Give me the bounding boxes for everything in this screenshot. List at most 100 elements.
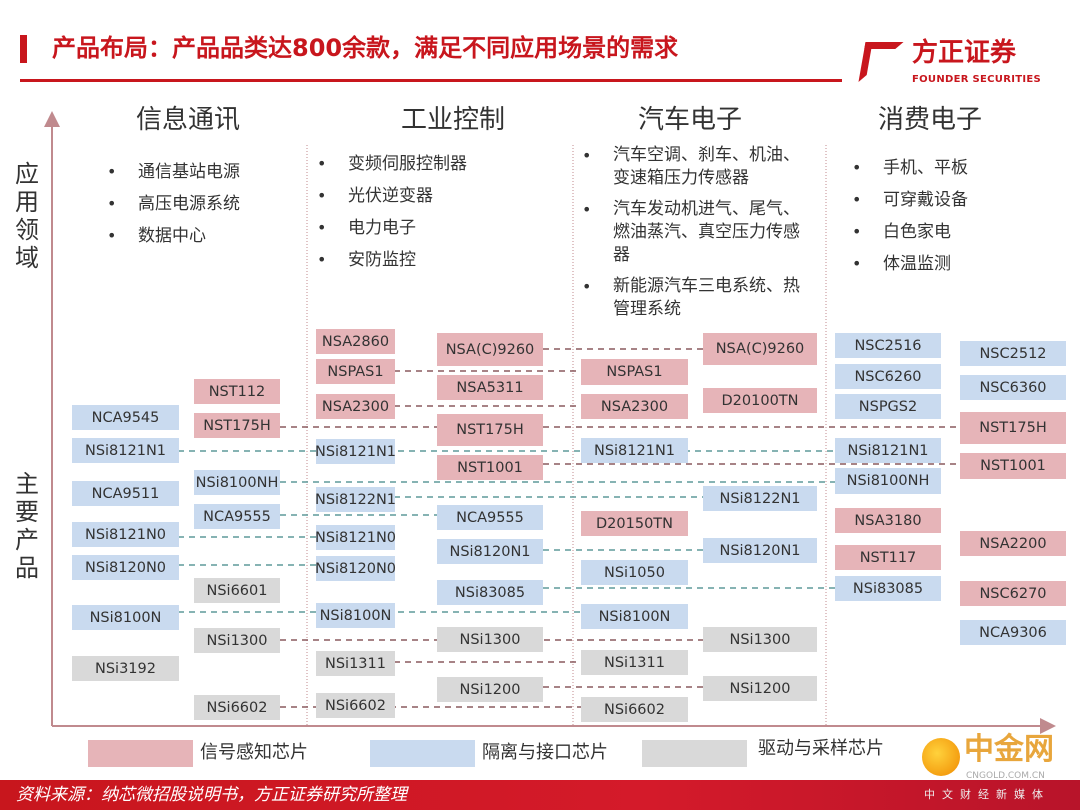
product-chip-blue: NCA9555 [437,505,543,530]
application-item: 汽车发动机进气、尾气、燃油蒸汽、真空压力传感器 [580,198,810,267]
product-chip-red: NST117 [835,545,941,570]
product-chip-blue: NSi8121N1 [315,439,396,464]
axis-label-application: 应用领域 [15,160,39,272]
application-item: 手机、平板 [850,152,1030,184]
product-chip-blue: NSi8120N1 [703,538,817,563]
legend-label-signal: 信号感知芯片 [200,742,308,763]
product-chip-red: NSA2860 [316,329,395,354]
product-chip-red: NST175H [437,414,543,446]
title-accent-bar [20,35,27,63]
product-chip-blue: NCA9555 [194,504,280,529]
product-chip-red: D20150TN [581,511,688,536]
product-chip-gray: NSi1311 [581,650,688,675]
product-chip-blue: NSi8120N1 [437,539,543,564]
product-chip-red: D20100TN [703,388,817,413]
page-title: 产品布局：产品品类达800余款，满足不同应用场景的需求 [52,34,679,62]
axis-label-products: 主要产品 [15,470,39,582]
column-header: 汽车电子 [637,105,743,135]
product-chip-blue: NSC6360 [960,375,1066,400]
product-chip-red: NSA2200 [960,531,1066,556]
product-chip-gray: NSi6602 [316,693,395,718]
product-chip-red: NST112 [194,379,280,404]
logo-en-text: FOUNDER SECURITIES [912,74,1042,85]
product-chip-red: NSA2300 [581,394,688,419]
product-chip-blue: NCA9306 [960,620,1066,645]
product-chip-blue: NSi8120N0 [315,556,396,581]
product-chip-gray: NSi3192 [72,656,179,681]
application-list: 变频伺服控制器光伏逆变器电力电子安防监控 [315,148,515,276]
application-item: 电力电子 [315,212,515,244]
product-chip-blue: NSC6260 [835,364,941,389]
source-note: 资料来源：纳芯微招股说明书，方正证券研究所整理 [16,785,407,805]
product-chip-blue: NSi8100NH [835,468,941,494]
product-chip-red: NSPAS1 [581,359,688,385]
application-list: 通信基站电源高压电源系统数据中心 [105,156,285,252]
product-chip-red: NSA(C)9260 [703,333,817,365]
product-chip-red: NSC6270 [960,581,1066,606]
cngold-logo-icon [922,738,960,776]
application-item: 变频伺服控制器 [315,148,515,180]
product-chip-gray: NSi1300 [703,627,817,652]
product-chip-gray: NSi6602 [194,695,280,720]
legend-label-isolation: 隔离与接口芯片 [482,742,608,763]
product-chip-blue: NSi8121N0 [315,525,396,550]
product-chip-blue: NSC2516 [835,333,941,358]
application-item: 体温监测 [850,248,1030,280]
footer-band [0,780,1080,810]
watermark-sub: 中文财经新媒体 [924,788,1050,801]
product-chip-blue: NSi8120N0 [72,555,179,580]
product-chip-gray: NSi1300 [437,627,543,652]
product-chip-red: NSA5311 [437,375,543,400]
product-chip-red: NSPAS1 [316,359,395,384]
legend-swatch-isolation [370,740,475,767]
logo-cn-text: 方正证券 [912,38,1017,68]
product-chip-blue: NSi8100N [581,604,688,629]
product-chip-blue: NCA9511 [72,481,179,506]
application-item: 新能源汽车三电系统、热管理系统 [580,275,810,321]
product-chip-gray: NSi6601 [194,578,280,603]
product-chip-blue: NSi83085 [437,580,543,605]
product-chip-blue: NSi8122N1 [703,486,817,511]
column-header: 信息通讯 [135,105,241,135]
product-chip-blue: NSi8100NH [194,470,280,495]
product-chip-gray: NSi1200 [703,676,817,701]
product-chip-red: NSA(C)9260 [437,333,543,366]
application-item: 白色家电 [850,216,1030,248]
founder-securities-logo: 方正证券 FOUNDER SECURITIES [858,38,1052,90]
product-chip-red: NSA2300 [316,394,395,419]
application-item: 数据中心 [105,220,285,252]
product-chip-blue: NSi8121N1 [72,438,179,463]
product-chip-blue: NCA9545 [72,405,179,430]
application-list: 手机、平板可穿戴设备白色家电体温监测 [850,152,1030,280]
legend-swatch-driver [642,740,747,767]
application-item: 光伏逆变器 [315,180,515,212]
column-header: 消费电子 [877,105,983,135]
product-chip-red: NSA3180 [835,508,941,533]
product-chip-blue: NSi8121N1 [581,438,688,463]
column-header: 工业控制 [400,105,506,135]
product-chip-gray: NSi1311 [316,651,395,676]
application-item: 通信基站电源 [105,156,285,188]
watermark: 中金网 CNGOLD.COM.CN 中文财经新媒体 [922,733,1072,808]
application-item: 汽车空调、刹车、机油、变速箱压力传感器 [580,144,810,190]
product-chip-blue: NSi8121N0 [72,522,179,547]
product-chip-blue: NSPGS2 [835,394,941,419]
watermark-cn: 中金网 [964,732,1054,767]
product-chip-blue: NSi8122N1 [315,487,396,512]
product-chip-gray: NSi6602 [581,697,688,722]
product-chip-blue: NSi8100N [72,605,179,630]
product-chip-red: NST1001 [960,453,1066,479]
title-divider [20,79,842,82]
product-chip-red: NST175H [194,413,280,438]
product-chip-blue: NSi83085 [835,576,941,601]
product-chip-blue: NSi8100N [316,603,395,628]
watermark-en: CNGOLD.COM.CN [966,771,1045,781]
product-chip-red: NST1001 [437,455,543,480]
application-list: 汽车空调、刹车、机油、变速箱压力传感器汽车发动机进气、尾气、燃油蒸汽、真空压力传… [580,144,810,329]
product-chip-blue: NSC2512 [960,341,1066,366]
product-chip-red: NST175H [960,412,1066,444]
application-item: 安防监控 [315,244,515,276]
product-chip-gray: NSi1200 [437,677,543,702]
legend-label-driver: 驱动与采样芯片 [758,738,884,759]
